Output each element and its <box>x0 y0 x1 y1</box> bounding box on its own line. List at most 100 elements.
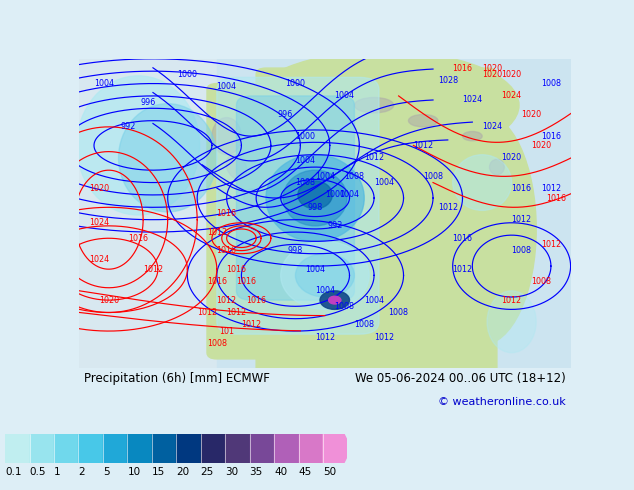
Bar <box>225 434 250 463</box>
FancyBboxPatch shape <box>256 68 497 374</box>
Text: 1024: 1024 <box>501 92 522 100</box>
Ellipse shape <box>487 291 536 353</box>
Bar <box>30 434 54 463</box>
Text: 1016: 1016 <box>217 209 236 218</box>
Bar <box>5 434 30 463</box>
Text: 1020: 1020 <box>531 141 551 150</box>
Ellipse shape <box>489 159 504 175</box>
Text: 101: 101 <box>219 326 234 336</box>
Bar <box>152 434 176 463</box>
Text: 1020: 1020 <box>89 184 109 193</box>
Text: 1012: 1012 <box>217 295 236 305</box>
Text: 1024: 1024 <box>462 95 482 103</box>
Ellipse shape <box>249 51 519 159</box>
Text: 30: 30 <box>225 467 238 477</box>
Text: 1016: 1016 <box>207 277 227 286</box>
Text: 992: 992 <box>327 221 342 230</box>
Ellipse shape <box>453 155 512 210</box>
Text: 1012: 1012 <box>197 308 217 317</box>
Text: 1000: 1000 <box>325 191 345 199</box>
Text: 1012: 1012 <box>241 320 261 329</box>
Text: 1012: 1012 <box>501 295 522 305</box>
Text: 1016: 1016 <box>546 194 566 202</box>
Text: 1: 1 <box>54 467 61 477</box>
Ellipse shape <box>428 113 536 345</box>
Text: 1004: 1004 <box>335 92 354 100</box>
Text: 5: 5 <box>103 467 110 477</box>
Text: 1012: 1012 <box>364 153 384 162</box>
Text: 50: 50 <box>323 467 336 477</box>
Text: 1004: 1004 <box>364 295 384 305</box>
Bar <box>217 59 571 368</box>
Text: 1008: 1008 <box>354 320 374 329</box>
Bar <box>250 434 274 463</box>
Ellipse shape <box>295 254 354 297</box>
Text: 1020: 1020 <box>521 110 541 119</box>
Ellipse shape <box>408 115 438 127</box>
Text: 1004: 1004 <box>374 178 394 187</box>
Text: 1020: 1020 <box>501 153 522 162</box>
Ellipse shape <box>320 291 349 309</box>
Text: 1012: 1012 <box>315 333 335 342</box>
Text: We 05-06-2024 00..06 UTC (18+12): We 05-06-2024 00..06 UTC (18+12) <box>355 371 566 385</box>
Bar <box>299 434 323 463</box>
Text: 998: 998 <box>288 246 303 255</box>
Ellipse shape <box>463 131 482 141</box>
Text: 1024: 1024 <box>482 122 502 131</box>
Text: 1004: 1004 <box>295 156 315 166</box>
Bar <box>201 434 225 463</box>
Text: 1020: 1020 <box>99 295 119 305</box>
Text: 0.5: 0.5 <box>30 467 46 477</box>
Text: 1004: 1004 <box>94 79 114 88</box>
Ellipse shape <box>226 155 247 179</box>
Text: © weatheronline.co.uk: © weatheronline.co.uk <box>438 397 566 407</box>
Text: 1004: 1004 <box>305 265 325 274</box>
Text: 45: 45 <box>299 467 312 477</box>
Text: 1004: 1004 <box>315 286 335 295</box>
Ellipse shape <box>298 181 332 209</box>
Ellipse shape <box>244 189 259 207</box>
Text: 1016: 1016 <box>236 277 256 286</box>
Ellipse shape <box>281 242 369 309</box>
Bar <box>176 434 201 463</box>
Text: 1008: 1008 <box>295 178 315 187</box>
Text: 1016: 1016 <box>541 132 561 141</box>
Text: 1016: 1016 <box>453 234 472 243</box>
Text: 1008: 1008 <box>344 172 365 181</box>
Text: 1012: 1012 <box>226 308 247 317</box>
Text: 1012: 1012 <box>374 333 394 342</box>
Text: 1012: 1012 <box>541 184 561 193</box>
Text: 1000: 1000 <box>295 132 315 141</box>
Ellipse shape <box>212 118 242 155</box>
Text: 1016: 1016 <box>217 246 236 255</box>
Text: 25: 25 <box>201 467 214 477</box>
Bar <box>54 434 79 463</box>
Text: 1012: 1012 <box>437 203 458 212</box>
Text: 1024: 1024 <box>89 255 109 265</box>
Ellipse shape <box>283 170 347 226</box>
Text: 1012: 1012 <box>143 265 163 274</box>
Text: 1012: 1012 <box>453 265 472 274</box>
Text: 996: 996 <box>278 110 294 119</box>
FancyBboxPatch shape <box>236 96 354 300</box>
Bar <box>127 434 152 463</box>
Text: 1012: 1012 <box>207 227 227 237</box>
Text: 1020: 1020 <box>482 64 502 73</box>
Text: 1020: 1020 <box>482 70 502 79</box>
Text: 1028: 1028 <box>437 76 458 85</box>
Text: 1008: 1008 <box>335 302 354 311</box>
Text: 10: 10 <box>127 467 141 477</box>
Text: 1016: 1016 <box>226 265 247 274</box>
Bar <box>274 434 299 463</box>
Text: 1004: 1004 <box>315 172 335 181</box>
Text: 1000: 1000 <box>178 70 197 79</box>
Text: 1004: 1004 <box>217 82 236 91</box>
Ellipse shape <box>266 155 364 242</box>
Text: 35: 35 <box>250 467 263 477</box>
Bar <box>79 59 217 368</box>
Text: 1016: 1016 <box>453 64 472 73</box>
Bar <box>79 434 103 463</box>
Text: 1016: 1016 <box>246 295 266 305</box>
Text: 1012: 1012 <box>541 240 561 249</box>
Text: 15: 15 <box>152 467 165 477</box>
